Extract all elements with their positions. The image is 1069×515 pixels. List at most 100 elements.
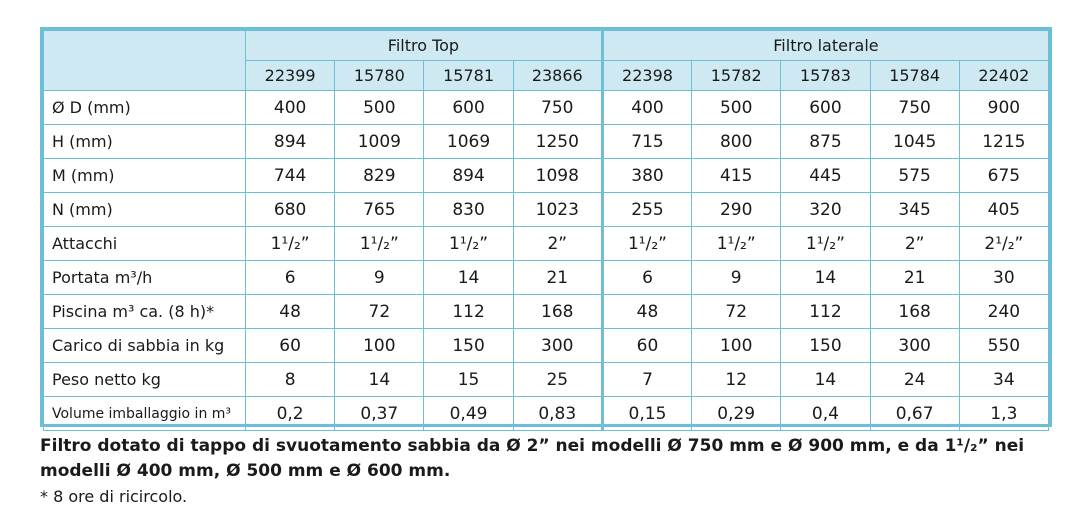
code-cell: 22402 xyxy=(958,60,1050,91)
notes-block: Filtro dotato di tappo di svuotamento sa… xyxy=(40,434,1050,509)
row-label: Ø D (mm) xyxy=(43,90,246,125)
table-cell: 765 xyxy=(334,192,425,227)
row-label: Portata m³/h xyxy=(43,260,246,295)
note-line-2: modelli Ø 400 mm, Ø 500 mm e Ø 600 mm. xyxy=(40,461,451,481)
table-cell: 300 xyxy=(869,328,960,363)
table-cell: 0,2 xyxy=(244,396,336,431)
table-cell: 744 xyxy=(244,158,336,193)
table-cell: 2” xyxy=(512,226,603,261)
header-group-row: Filtro Top Filtro laterale xyxy=(43,30,1050,91)
table-row: M (mm) 744 829 894 1098 380 415 445 575 675 xyxy=(43,158,1050,193)
table-cell: 9 xyxy=(334,260,425,295)
table-cell: 894 xyxy=(244,124,336,159)
row-label: Piscina m³ ca. (8 h)* xyxy=(43,294,246,329)
table-cell: 600 xyxy=(423,90,514,125)
row-label: Peso netto kg xyxy=(43,362,246,397)
table-cell: 0,37 xyxy=(334,396,425,431)
table-cell: 830 xyxy=(423,192,514,227)
row-label: Carico di sabbia in kg xyxy=(43,328,246,363)
table-cell: 8 xyxy=(244,362,336,397)
code-cell: 15780 xyxy=(334,60,425,91)
table-cell: 750 xyxy=(869,90,960,125)
table-cell: 550 xyxy=(958,328,1050,363)
table-cell: 715 xyxy=(600,124,693,159)
table-cell: 14 xyxy=(780,362,871,397)
spec-table-container: Filtro Top Filtro laterale 22399 15780 1… xyxy=(40,27,1052,431)
row-label: Volume imballaggio in m³ xyxy=(43,396,246,431)
table-cell: 750 xyxy=(512,90,603,125)
table-cell: 30 xyxy=(958,260,1050,295)
table-row: Ø D (mm) 400 500 600 750 400 500 600 750 900 xyxy=(43,90,1050,125)
table-cell: 680 xyxy=(244,192,336,227)
table-row: Volume imballaggio in m³ 0,2 0,37 0,49 0,83 0… xyxy=(43,396,1050,431)
table-row: N (mm) 680 765 830 1023 255 290 320 345 405 xyxy=(43,192,1050,227)
table-row: Piscina m³ ca. (8 h)* 48 72 112 168 48 72 112 16… xyxy=(43,294,1050,329)
row-label: H (mm) xyxy=(43,124,246,159)
code-cell: 15784 xyxy=(869,60,960,91)
table-cell: 500 xyxy=(691,90,782,125)
table-cell: 1¹/₂” xyxy=(334,226,425,261)
table-cell: 7 xyxy=(600,362,693,397)
table-cell: 6 xyxy=(600,260,693,295)
table-cell: 12 xyxy=(691,362,782,397)
table-cell: 60 xyxy=(600,328,693,363)
table-cell: 60 xyxy=(244,328,336,363)
table-cell: 894 xyxy=(423,158,514,193)
table-cell: 500 xyxy=(334,90,425,125)
table-cell: 1250 xyxy=(512,124,603,159)
table-cell: 1023 xyxy=(512,192,603,227)
note-line-1: Filtro dotato di tappo di svuotamento sa… xyxy=(40,436,1025,456)
table-cell: 168 xyxy=(512,294,603,329)
table-cell: 345 xyxy=(869,192,960,227)
table-row: Peso netto kg 8 14 15 25 7 12 14 24 34 xyxy=(43,362,1050,397)
table-cell: 168 xyxy=(869,294,960,329)
table-cell: 1¹/₂” xyxy=(600,226,693,261)
table-cell: 400 xyxy=(244,90,336,125)
table-cell: 34 xyxy=(958,362,1050,397)
table-cell: 72 xyxy=(334,294,425,329)
table-cell: 21 xyxy=(512,260,603,295)
table-cell: 405 xyxy=(958,192,1050,227)
table-cell: 150 xyxy=(423,328,514,363)
table-cell: 255 xyxy=(600,192,693,227)
table-cell: 2” xyxy=(869,226,960,261)
code-cell: 15782 xyxy=(691,60,782,91)
table-cell: 112 xyxy=(423,294,514,329)
table-cell: 240 xyxy=(958,294,1050,329)
table-cell: 1045 xyxy=(869,124,960,159)
table-cell: 2¹/₂” xyxy=(958,226,1050,261)
table-cell: 1¹/₂” xyxy=(780,226,871,261)
table-cell: 1,3 xyxy=(958,396,1050,431)
table-cell: 320 xyxy=(780,192,871,227)
table-cell: 1¹/₂” xyxy=(244,226,336,261)
code-cell: 23866 xyxy=(512,60,603,91)
table-cell: 0,4 xyxy=(780,396,871,431)
table-cell: 15 xyxy=(423,362,514,397)
table-cell: 675 xyxy=(958,158,1050,193)
row-label: Attacchi xyxy=(43,226,246,261)
table-cell: 1¹/₂” xyxy=(423,226,514,261)
table-cell: 1¹/₂” xyxy=(691,226,782,261)
table-cell: 100 xyxy=(334,328,425,363)
row-label: M (mm) xyxy=(43,158,246,193)
spec-table-body: Ø D (mm) 400 500 600 750 400 500 600 750 900 H (mm… xyxy=(43,90,1050,431)
spec-table: Filtro Top Filtro laterale 22399 15780 1… xyxy=(43,30,1050,431)
table-cell: 0,29 xyxy=(691,396,782,431)
code-cell: 15781 xyxy=(423,60,514,91)
table-cell: 0,15 xyxy=(600,396,693,431)
table-cell: 600 xyxy=(780,90,871,125)
table-cell: 875 xyxy=(780,124,871,159)
table-cell: 9 xyxy=(691,260,782,295)
table-cell: 300 xyxy=(512,328,603,363)
table-cell: 6 xyxy=(244,260,336,295)
table-cell: 100 xyxy=(691,328,782,363)
table-row: Portata m³/h 6 9 14 21 6 9 14 21 30 xyxy=(43,260,1050,295)
table-cell: 1098 xyxy=(512,158,603,193)
code-cell: 22399 xyxy=(244,60,336,91)
table-cell: 14 xyxy=(334,362,425,397)
table-cell: 290 xyxy=(691,192,782,227)
table-cell: 21 xyxy=(869,260,960,295)
table-cell: 445 xyxy=(780,158,871,193)
table-cell: 380 xyxy=(600,158,693,193)
table-row: H (mm) 894 1009 1069 1250 715 800 875 1045 1215 xyxy=(43,124,1050,159)
